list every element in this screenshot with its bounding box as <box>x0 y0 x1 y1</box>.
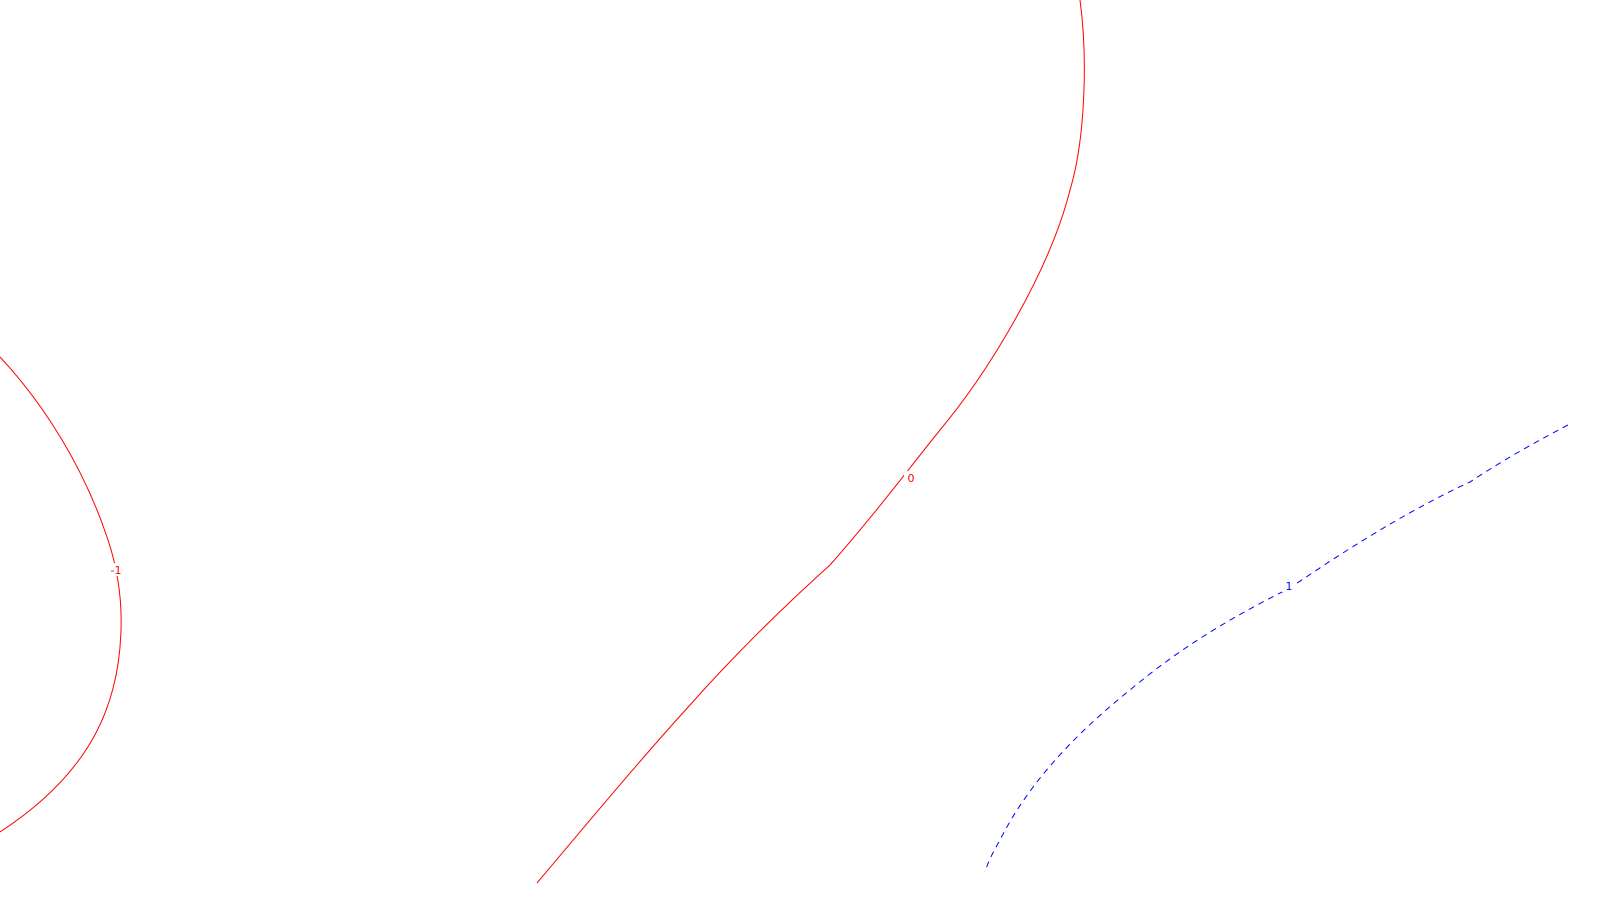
contour-label-minus-1: -1 <box>111 564 122 577</box>
contour-label-1: 1 <box>1286 580 1293 593</box>
contour-0-line <box>536 0 1085 884</box>
contour-minus-1-line <box>0 356 122 833</box>
contour-1-line <box>984 424 1569 873</box>
contour-label-0: 0 <box>908 472 915 485</box>
contour-0: 0 <box>536 0 1085 884</box>
contour-1: 1 <box>984 424 1569 873</box>
contour-minus-1: -1 <box>0 356 124 833</box>
